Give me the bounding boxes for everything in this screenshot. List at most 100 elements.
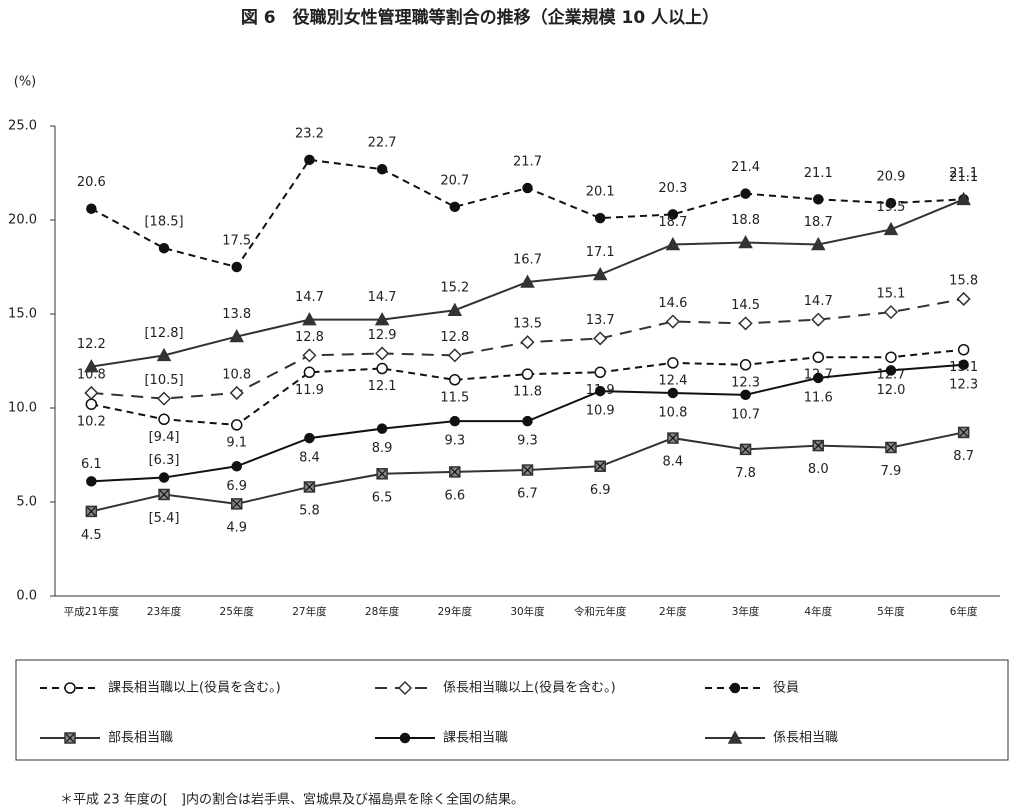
marker [64,682,76,694]
x-tick-label: 平成21年度 [64,605,120,618]
data-label: 4.9 [226,520,247,535]
x-tick-label: 5年度 [877,605,905,618]
marker [811,312,826,327]
data-label: [5.4] [149,511,180,526]
y-tick-label: 0.0 [16,589,37,604]
y-tick-label: 15.0 [8,307,37,322]
marker [522,415,533,427]
data-label: 12.9 [368,328,397,343]
data-label: 19.5 [876,200,905,215]
data-label: 9.1 [226,435,247,450]
data-label: 14.5 [731,298,760,313]
marker [811,236,826,251]
marker [85,398,98,410]
marker [521,368,534,380]
marker [739,443,752,456]
marker [520,335,535,350]
marker [667,357,679,369]
y-axis-label: (%) [14,75,37,90]
y-tick-label: 20.0 [8,213,37,228]
y-tick-label: 5.0 [16,495,37,510]
marker [304,432,315,444]
marker [665,236,681,251]
data-label: 16.7 [513,253,542,268]
data-label: 11.5 [440,390,469,405]
marker [303,481,316,493]
data-label: 12.8 [295,330,324,345]
data-label: 6.9 [226,479,247,494]
marker [447,348,462,363]
x-tick-label: 30年度 [510,605,545,618]
marker [883,305,899,320]
data-label: 8.0 [808,462,829,477]
legend-label: 係長相当職以上(役員を含む。) [443,680,616,696]
data-label: 12.4 [658,373,687,388]
marker [593,331,608,346]
data-label: 12.8 [440,330,469,345]
series-line [90,158,964,269]
data-label: 8.4 [663,455,684,470]
marker [302,312,317,326]
x-tick-label: 2年度 [659,605,687,618]
marker [376,163,388,175]
marker [374,312,390,326]
marker [86,476,97,487]
data-label: 22.7 [368,136,397,151]
data-label: 10.7 [731,407,760,422]
marker [376,468,388,480]
x-tick-label: 令和元年度 [574,605,627,618]
data-label: 11.8 [513,385,542,400]
marker-cross [232,499,242,509]
data-label: 21.4 [731,160,760,175]
x-tick-label: 28年度 [365,605,400,618]
data-label: 20.3 [658,181,687,196]
data-label: 6.9 [590,483,611,498]
marker [158,472,170,483]
marker-cross [304,482,314,492]
marker [813,372,824,384]
marker [84,359,99,373]
marker [667,387,679,399]
marker [399,732,411,744]
marker [521,464,534,476]
marker [885,197,897,209]
marker [449,466,461,478]
data-label: 21.1 [949,170,978,185]
data-label: 12.1 [368,379,397,394]
data-label: 15.8 [949,273,978,288]
marker-cross [595,461,605,471]
marker [449,415,461,427]
data-label: 21.7 [513,155,542,170]
data-label: 14.7 [368,290,397,305]
data-label: 20.7 [440,173,469,188]
data-label: 5.8 [299,503,320,518]
data-label: 18.7 [658,215,687,230]
marker [447,302,463,316]
marker [84,385,99,401]
y-tick-label: 25.0 [8,119,37,134]
data-label: 6.6 [444,488,465,503]
marker [304,154,315,166]
data-label: 7.8 [735,466,756,481]
marker [64,732,76,744]
data-label: 18.8 [731,213,760,228]
x-tick-label: 6年度 [950,605,978,618]
marker [158,413,170,426]
data-label: 10.8 [658,405,687,420]
data-label: 6.5 [372,490,393,505]
marker [957,343,970,356]
data-label: 17.5 [222,234,251,249]
marker [727,730,743,744]
marker [883,221,899,236]
data-label: 9.3 [444,434,465,449]
marker [956,191,971,206]
marker [667,209,679,220]
data-label: 6.7 [517,487,538,502]
marker [449,374,461,386]
data-label: 23.2 [295,126,324,141]
legend-label: 係長相当職 [773,731,838,746]
data-label: 11.9 [295,383,324,398]
data-label: 10.8 [77,367,106,382]
data-label: 13.7 [586,313,615,328]
data-label: 8.4 [299,451,320,466]
